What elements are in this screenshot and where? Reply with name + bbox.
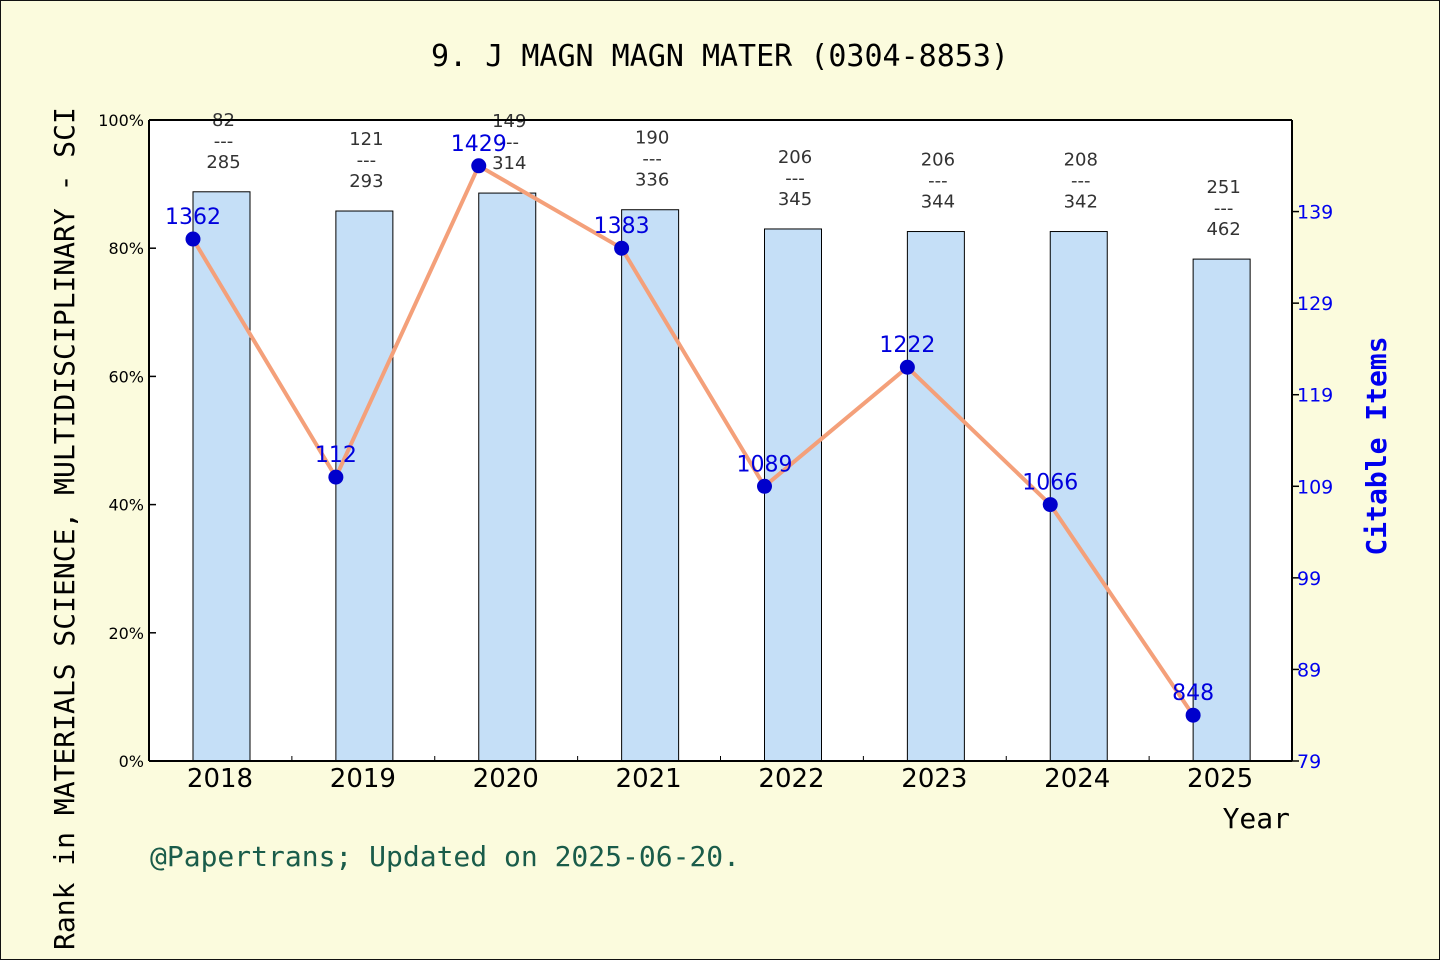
x-axis-label: Year: [1223, 802, 1290, 835]
bar-2021: [621, 209, 680, 762]
bar-rank-label: 206: [921, 150, 955, 171]
bar-2019: [335, 210, 394, 762]
bar-labels: 82---285121---293149---314190---336206--…: [206, 110, 1240, 240]
right-tick-label: 109: [1297, 476, 1333, 498]
left-axis-label: Rank in MATERIALS SCIENCE, MULTIDISCIPLI…: [48, 107, 81, 950]
bar-total-label: 462: [1206, 219, 1240, 240]
x-tick-label: 2023: [901, 764, 967, 794]
footer-credit: @Papertrans; Updated on 2025-06-20.: [150, 840, 740, 873]
left-tick-label: 40%: [108, 496, 144, 515]
bar-rank-label: 149: [492, 111, 526, 132]
bar-total-label: 285: [206, 152, 240, 173]
line-point-2018: [185, 231, 201, 247]
x-tick-label: 2018: [187, 764, 253, 794]
line-point-2022: [757, 478, 772, 494]
x-tick-label: 2025: [1187, 764, 1253, 794]
right-tick-label: 119: [1297, 385, 1333, 407]
x-tick-label: 2022: [758, 764, 824, 794]
line-value-label: 112: [315, 443, 357, 468]
right-axis-label: Citable Items: [1360, 336, 1393, 555]
bar-2020: [478, 192, 537, 762]
line-point-2025: [1185, 707, 1201, 723]
left-tick-label: 60%: [108, 367, 144, 386]
line-point-2019: [328, 469, 344, 485]
bar-total-label: 344: [921, 192, 955, 213]
right-tick-label: 89: [1297, 659, 1321, 681]
left-tick-label: 20%: [108, 624, 144, 643]
right-tick-label: 139: [1297, 202, 1333, 224]
line-point-2021: [614, 240, 630, 256]
bar-separator-label: ---: [1071, 171, 1091, 192]
bar-separator-label: ---: [214, 131, 234, 152]
line-series: 1362 112 1429 1383 1089 1222 1066 848: [165, 132, 1214, 723]
line-point-2024: [1042, 497, 1058, 513]
line-point-2020: [471, 158, 487, 174]
bar-series: [192, 191, 1251, 762]
line-point-2023: [899, 359, 915, 375]
x-tick-label: 2024: [1044, 764, 1110, 794]
right-tick-label: 129: [1297, 293, 1333, 315]
line-value-label: 1066: [1022, 471, 1078, 496]
bar-2024: [1049, 231, 1108, 762]
bar-rank-label: 251: [1206, 177, 1240, 198]
bar-rank-label: 208: [1064, 150, 1098, 171]
bar-total-label: 314: [492, 153, 526, 174]
line-value-label: 1383: [594, 214, 650, 239]
bar-separator-label: ---: [642, 149, 662, 170]
bar-total-label: 293: [349, 171, 383, 192]
left-tick-label: 80%: [108, 239, 144, 258]
plot-area: [149, 120, 1292, 761]
x-tick-label: 2021: [616, 764, 682, 794]
chart-title: 9. J MAGN MAGN MATER (0304-8853): [431, 39, 1009, 74]
bar-2022: [764, 228, 822, 762]
bar-2023: [906, 231, 965, 762]
bar-rank-label: 206: [778, 147, 812, 168]
left-tick-label: 100%: [98, 111, 144, 130]
bar-total-label: 342: [1064, 192, 1098, 213]
right-tick-label: 99: [1297, 568, 1321, 590]
line-value-label: 1089: [737, 452, 793, 477]
line-value-label: 1362: [165, 205, 221, 230]
bar-separator-label: ---: [1214, 198, 1234, 219]
bar-rank-label: 121: [349, 129, 383, 150]
bar-rank-label: 190: [635, 128, 669, 149]
bar-2018: [192, 191, 251, 762]
bar-separator-label: ---: [357, 150, 377, 171]
x-tick-label: 2019: [330, 764, 396, 794]
right-tick-label: 79: [1297, 751, 1321, 773]
bar-separator-label: ---: [500, 132, 520, 153]
bar-total-label: 345: [778, 189, 812, 210]
line-value-label: 1222: [879, 333, 935, 358]
axes: 0% 20% 40% 60% 80% 100% 79 89 99 109 119 129 139 2018…: [98, 111, 1333, 794]
left-tick-label: 0%: [119, 752, 144, 771]
line-value-label: 1429: [451, 132, 507, 157]
bar-separator-label: ---: [928, 171, 948, 192]
line-value-label: 848: [1172, 681, 1214, 706]
bar-total-label: 336: [635, 170, 669, 191]
line-path: [191, 162, 1195, 717]
x-tick-label: 2020: [473, 764, 539, 794]
bar-separator-label: ---: [785, 168, 805, 189]
